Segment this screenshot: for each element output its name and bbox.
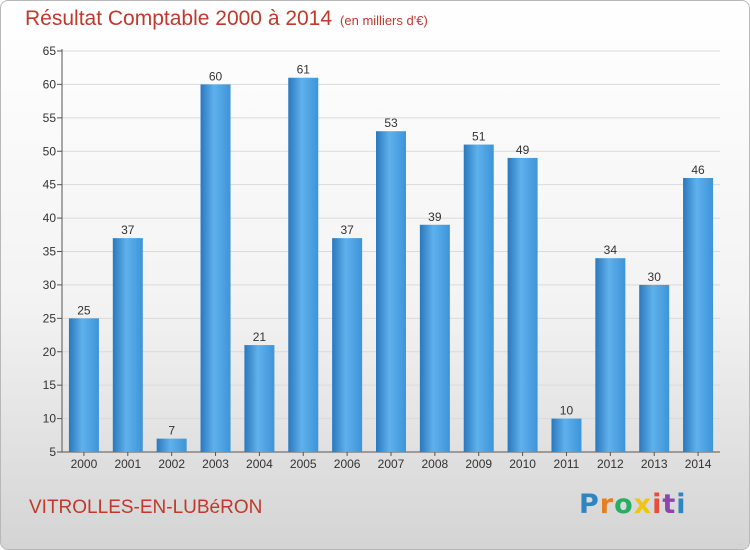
x-tick-label: 2002 — [158, 457, 185, 471]
proxiti-logo: Proxiti — [579, 489, 687, 520]
chart-title-text: Résultat Comptable 2000 à 2014 — [25, 7, 333, 30]
bar-value-label: 60 — [209, 69, 223, 83]
bar — [244, 345, 275, 452]
y-tick-label: 25 — [43, 311, 57, 325]
y-tick-label: 60 — [43, 77, 57, 91]
city-name: VITROLLES-EN-LUBéRON — [29, 497, 263, 518]
bar-value-label: 7 — [168, 424, 175, 438]
y-tick-label: 45 — [43, 178, 57, 192]
logo-letter: x — [633, 489, 653, 520]
bar-value-label: 30 — [648, 270, 662, 284]
bar-value-label: 25 — [77, 303, 91, 317]
bar — [683, 177, 714, 452]
labels: 25 2000 37 2001 7 2002 60 2003 21 2004 61 2005 37 200… — [71, 63, 712, 471]
bar — [112, 238, 143, 452]
logo-letter: P — [579, 489, 600, 520]
bar — [332, 238, 363, 452]
logo-letter: o — [614, 489, 634, 520]
chart-title: Résultat Comptable 2000 à 2014 (en millie… — [25, 7, 428, 31]
x-tick-label: 2010 — [509, 457, 536, 471]
bar-value-label: 61 — [297, 63, 311, 77]
x-tick-label: 2006 — [334, 457, 361, 471]
logo-letter: i — [676, 489, 687, 520]
x-tick-label: 2007 — [378, 457, 405, 471]
bar — [507, 157, 538, 452]
bar — [156, 438, 187, 452]
y-tick-label: 30 — [43, 278, 57, 292]
y-tick-label: 5 — [49, 445, 56, 459]
bar-value-label: 34 — [604, 243, 618, 257]
bar — [200, 84, 231, 453]
bars — [68, 77, 714, 453]
bar — [595, 258, 626, 452]
x-tick-label: 2008 — [422, 457, 449, 471]
x-tick-label: 2001 — [114, 457, 141, 471]
y-tick-label: 15 — [43, 378, 57, 392]
y-tick-label: 40 — [43, 211, 57, 225]
bar-value-label: 49 — [516, 143, 530, 157]
bar — [68, 318, 99, 452]
x-tick-label: 2009 — [465, 457, 492, 471]
y-tick-label: 35 — [43, 245, 57, 259]
logo-letter: t — [662, 489, 677, 520]
bar-value-label: 39 — [428, 210, 442, 224]
logo-letter: r — [599, 489, 615, 520]
bar-value-label: 53 — [384, 116, 398, 130]
y-tick-label: 20 — [43, 345, 57, 359]
bar-value-label: 37 — [340, 223, 354, 237]
x-tick-label: 2014 — [685, 457, 712, 471]
x-tick-label: 2011 — [554, 457, 580, 471]
x-tick-label: 2013 — [641, 457, 668, 471]
bar-value-label: 37 — [121, 223, 135, 237]
bar — [463, 144, 494, 453]
y-tick-label: 10 — [43, 412, 57, 426]
x-tick-label: 2005 — [290, 457, 317, 471]
axes: 5 10 15 20 25 30 35 40 45 50 55 60 65 — [43, 44, 720, 459]
x-tick-label: 2004 — [246, 457, 273, 471]
bar-value-label: 21 — [253, 330, 267, 344]
bar-value-label: 51 — [472, 130, 486, 144]
bar — [288, 77, 319, 452]
chart-unit: (en milliers d'€) — [340, 13, 428, 28]
bar — [639, 284, 670, 452]
y-tick-label: 50 — [43, 144, 57, 158]
x-tick-label: 2000 — [71, 457, 98, 471]
bar — [419, 224, 450, 452]
bar-value-label: 46 — [691, 163, 705, 177]
bar-value-label: 10 — [560, 404, 574, 418]
bar — [376, 131, 406, 452]
x-tick-label: 2012 — [597, 457, 624, 471]
logo-letter: i — [652, 489, 663, 520]
y-tick-label: 65 — [43, 44, 57, 58]
x-tick-label: 2003 — [202, 457, 229, 471]
y-tick-label: 55 — [43, 111, 57, 125]
bar — [551, 418, 582, 452]
